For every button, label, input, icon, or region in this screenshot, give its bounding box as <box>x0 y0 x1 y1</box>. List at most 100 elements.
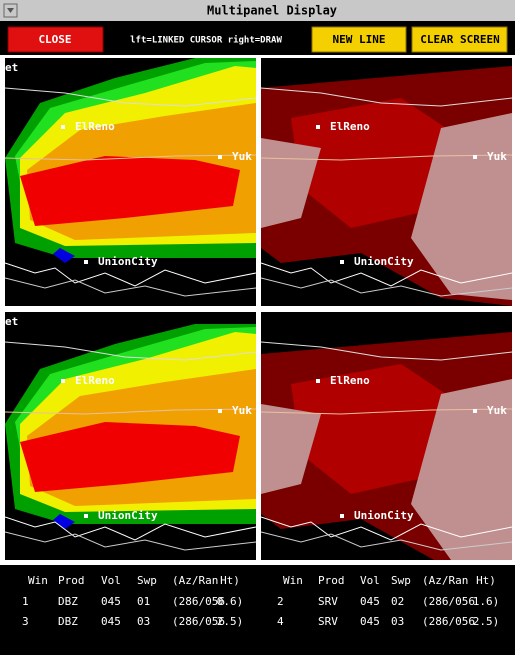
info-area <box>0 565 515 651</box>
county-line <box>5 154 256 161</box>
town-label: UnionCity <box>98 255 158 268</box>
echo-region <box>261 404 321 494</box>
echo-region <box>20 422 240 492</box>
info-header: Win <box>283 574 303 587</box>
info-cell: 2 <box>277 595 284 608</box>
town-label: Yuk <box>487 150 507 163</box>
mouse-hint: lft=LINKED CURSOR right=DRAW <box>130 35 282 46</box>
town-marker <box>61 379 65 383</box>
town-label: UnionCity <box>98 509 158 522</box>
county-line <box>5 408 256 415</box>
town-marker <box>340 260 344 264</box>
info-header: Prod <box>58 574 85 587</box>
town-label: ElReno <box>75 374 115 387</box>
town-label: ElReno <box>330 120 370 133</box>
new-line-label: NEW LINE <box>333 33 386 46</box>
info-cell: SRV <box>318 595 338 608</box>
town-marker <box>316 125 320 129</box>
town-label: UnionCity <box>354 509 414 522</box>
river-line <box>5 531 256 551</box>
town-label: et <box>5 315 18 328</box>
county-line <box>261 154 512 161</box>
echo-region <box>291 98 461 228</box>
info-header: Swp <box>391 574 411 587</box>
window-title: Multipanel Display <box>207 4 337 18</box>
new-line-button[interactable] <box>311 26 407 53</box>
info-cell: 045 <box>360 595 380 608</box>
clear-screen-button[interactable] <box>411 26 508 53</box>
info-cell: 1 <box>22 595 29 608</box>
radar-panel: et ElReno Yuk UnionCity <box>5 58 256 306</box>
info-cell: 2.5) <box>473 615 500 628</box>
river-line <box>261 262 512 287</box>
info-cell: (286/056 <box>422 595 475 608</box>
echo-region <box>20 156 240 226</box>
info-cell: DBZ <box>58 615 78 628</box>
county-line <box>261 341 512 361</box>
town-marker <box>84 514 88 518</box>
clear-screen-label: CLEAR SCREEN <box>420 33 499 46</box>
town-label: ElReno <box>75 120 115 133</box>
info-cell: 03 <box>391 615 404 628</box>
radar-panel: ElReno Yuk UnionCity <box>261 312 512 560</box>
town-marker <box>218 409 222 413</box>
info-cell: DBZ <box>58 595 78 608</box>
info-header: Ht) <box>220 574 240 587</box>
info-cell: 0.6) <box>217 595 244 608</box>
info-cell: 02 <box>391 595 404 608</box>
town-marker <box>473 155 477 159</box>
river-line <box>5 277 256 297</box>
info-cell: (286/056 <box>172 595 225 608</box>
info-header: Swp <box>137 574 157 587</box>
county-line <box>5 341 256 361</box>
info-cell: 01 <box>137 595 150 608</box>
info-cell: 4 <box>277 615 284 628</box>
echo-region <box>291 364 461 494</box>
town-marker <box>84 260 88 264</box>
county-line <box>261 87 512 107</box>
echo-region <box>411 379 512 560</box>
county-line <box>261 408 512 415</box>
town-label: Yuk <box>487 404 507 417</box>
county-line <box>5 87 256 107</box>
town-marker <box>218 155 222 159</box>
info-header: Prod <box>318 574 345 587</box>
town-marker <box>316 379 320 383</box>
echo-region <box>53 248 75 263</box>
close-label: CLOSE <box>38 33 71 46</box>
river-line <box>5 262 256 287</box>
info-cell: 1.6) <box>473 595 500 608</box>
radar-panel: ElReno Yuk UnionCity <box>261 58 512 306</box>
radar-panel: et ElReno Yuk UnionCity <box>5 312 256 560</box>
town-label: Yuk <box>232 404 252 417</box>
echo-region <box>411 113 512 300</box>
town-marker <box>473 409 477 413</box>
info-cell: 2.5) <box>217 615 244 628</box>
river-line <box>261 531 512 551</box>
info-cell: 045 <box>360 615 380 628</box>
echo-region <box>261 138 321 228</box>
town-marker <box>61 125 65 129</box>
town-label: Yuk <box>232 150 252 163</box>
info-header: Vol <box>360 574 380 587</box>
info-header: Vol <box>101 574 121 587</box>
echo-region <box>53 514 75 529</box>
title-bar <box>0 0 515 21</box>
info-cell: 045 <box>101 595 121 608</box>
river-line <box>261 277 512 297</box>
info-cell: (286/056 <box>422 615 475 628</box>
info-cell: (286/056 <box>172 615 225 628</box>
river-line <box>5 516 256 541</box>
info-header: (Az/Ran <box>422 574 468 587</box>
town-label: ElReno <box>330 374 370 387</box>
info-header: Ht) <box>476 574 496 587</box>
info-header: Win <box>28 574 48 587</box>
info-cell: SRV <box>318 615 338 628</box>
town-marker <box>340 514 344 518</box>
info-cell: 03 <box>137 615 150 628</box>
close-button[interactable] <box>7 26 104 53</box>
info-header: (Az/Ran <box>172 574 218 587</box>
info-cell: 045 <box>101 615 121 628</box>
town-label: et <box>5 61 18 74</box>
